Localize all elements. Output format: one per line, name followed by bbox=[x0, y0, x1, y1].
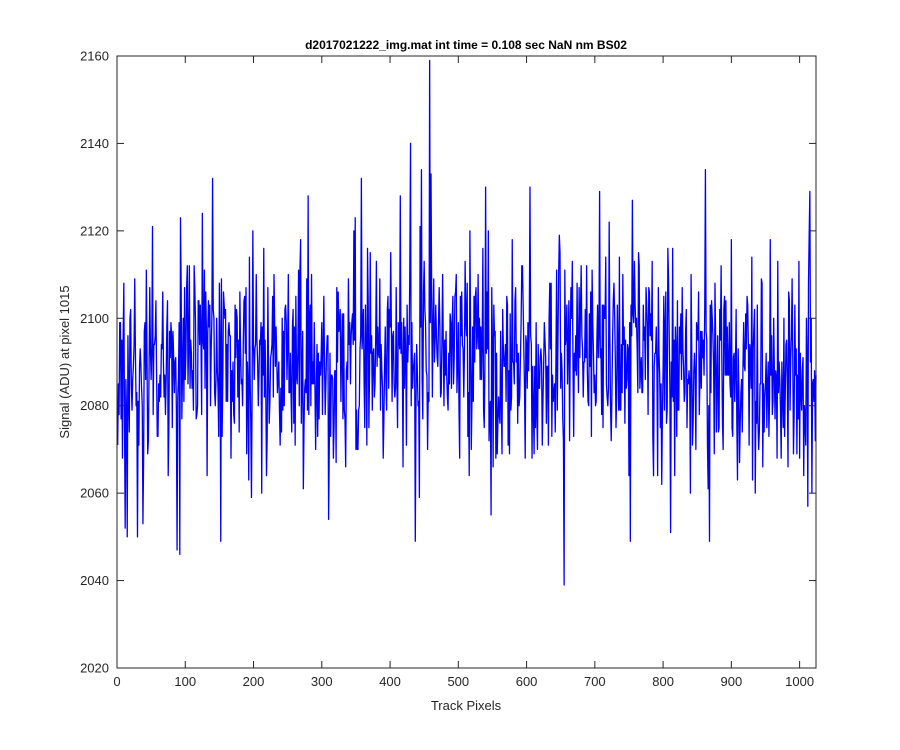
y-tick-label: 2100 bbox=[80, 311, 109, 326]
x-axis: 0 100 200 300 400 500 600 700 800 900 1000 bbox=[113, 56, 814, 689]
y-tick-label: 2020 bbox=[80, 661, 109, 676]
y-tick-label: 2040 bbox=[80, 573, 109, 588]
x-tick-label: 900 bbox=[721, 674, 743, 689]
x-tick-label: 200 bbox=[243, 674, 265, 689]
chart-title: d2017021222_img.mat int time = 0.108 sec… bbox=[305, 38, 627, 52]
y-axis-label: Signal (ADU) at pixel 1015 bbox=[57, 285, 72, 438]
x-tick-label: 500 bbox=[447, 674, 469, 689]
axes-box bbox=[116, 55, 817, 669]
x-tick-label: 600 bbox=[516, 674, 538, 689]
x-tick-label: 400 bbox=[379, 674, 401, 689]
series-layer bbox=[117, 59, 817, 586]
y-tick-label: 2140 bbox=[80, 136, 109, 151]
y-tick-label: 2120 bbox=[80, 223, 109, 238]
x-axis-label: Track Pixels bbox=[431, 698, 502, 713]
y-tick-label: 2060 bbox=[80, 486, 109, 501]
x-tick-label: 1000 bbox=[785, 674, 814, 689]
y-tick-label: 2080 bbox=[80, 398, 109, 413]
x-tick-label: 300 bbox=[311, 674, 333, 689]
y-axis: 2020 2040 2060 2080 2100 2120 2140 2160 bbox=[80, 49, 816, 676]
x-tick-label: 100 bbox=[174, 674, 196, 689]
series-line bbox=[117, 59, 817, 586]
y-tick-label: 2160 bbox=[80, 49, 109, 64]
x-tick-label: 0 bbox=[113, 674, 120, 689]
x-tick-label: 700 bbox=[584, 674, 606, 689]
x-tick-label: 800 bbox=[652, 674, 674, 689]
